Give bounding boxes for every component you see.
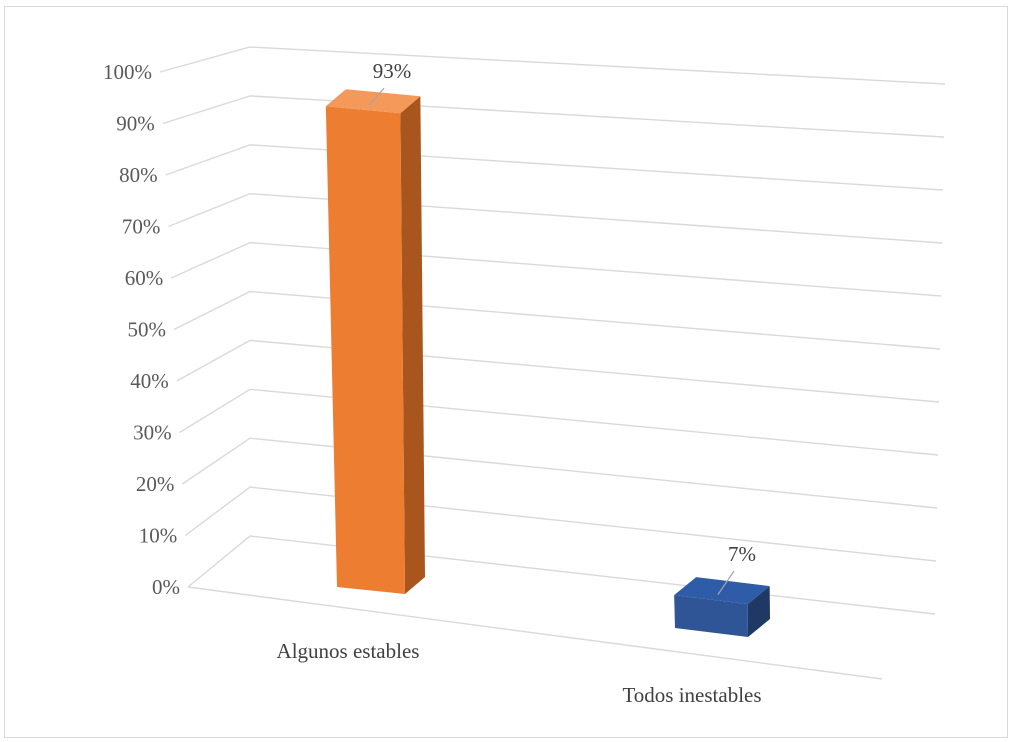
y-tick-label: 50% [128,318,167,342]
y-tick-label: 70% [122,215,161,239]
chart-frame [4,6,1008,738]
bar-side-face [400,96,425,594]
x-category-label: Algunos estables [277,639,420,663]
floor-front-edge [187,586,883,680]
y-tick-label: 90% [116,112,155,136]
gridline-60 [170,241,942,297]
bar-front-face [674,595,748,637]
x-category-label: Todos inestables [622,683,761,707]
bar-1 [325,89,425,594]
bar-2 [674,577,770,637]
gridline-40 [176,339,940,403]
data-label: 7% [728,542,756,566]
y-tick-label: 60% [125,266,164,290]
gridline-20 [182,437,938,509]
y-axis-tick-labels: 0% 10% 20% 30% 40% 50% 60% 70% 80% 90% 100% [103,60,180,599]
gridlines [159,46,946,680]
gridline-100 [159,46,946,85]
data-labels: 93% 7% [368,59,756,595]
data-label-leader [717,570,735,595]
y-tick-label: 80% [119,163,158,187]
y-tick-label: 0% [152,575,180,599]
gridline-50 [173,290,941,350]
bar-top-face [674,577,770,605]
gridline-30 [179,388,939,456]
y-tick-label: 40% [130,369,169,393]
y-tick-label: 30% [133,421,172,445]
bars [325,89,770,637]
y-tick-label: 100% [103,60,152,84]
data-label: 93% [373,59,412,83]
y-tick-label: 10% [139,524,178,548]
bar-front-face [325,106,405,594]
y-tick-label: 20% [136,472,175,496]
gridline-90 [162,95,945,138]
gridline-80 [165,144,944,191]
data-label-leader [368,87,385,106]
gridline-10 [184,486,937,562]
x-axis-category-labels: Algunos estables Todos inestables [277,639,762,707]
bar-side-face [747,586,770,637]
gridline-70 [168,192,943,244]
